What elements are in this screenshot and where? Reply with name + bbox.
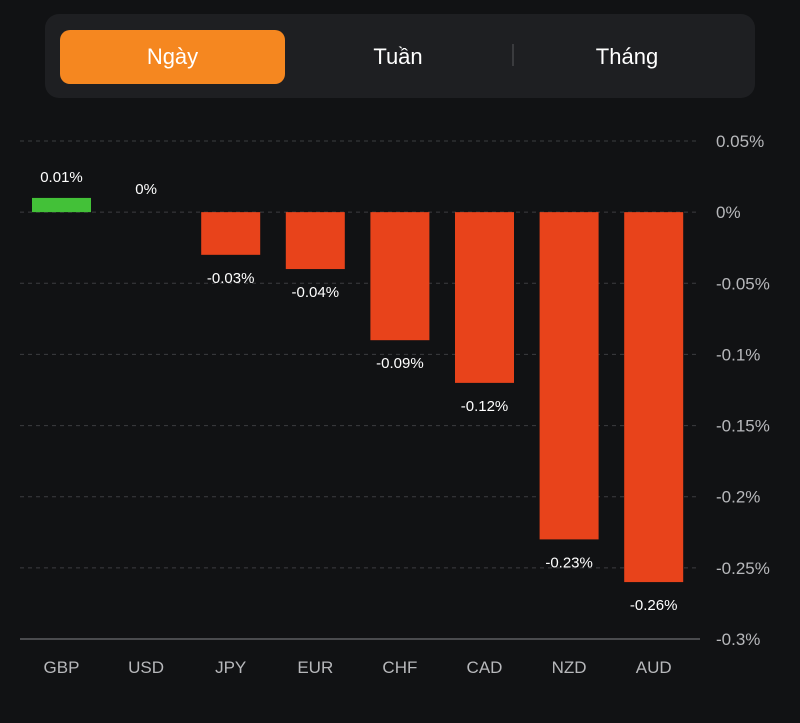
x-tick-label: EUR: [297, 658, 333, 677]
bar-nzd: [539, 212, 599, 540]
period-segmented-control: Ngày Tuần Tháng: [45, 14, 755, 98]
data-label-usd: 0%: [135, 181, 157, 198]
data-label-gbp: 0.01%: [40, 169, 83, 186]
y-tick-label: -0.1%: [716, 345, 760, 364]
data-labels: 0.01% 0% -0.03% -0.04% -0.09% -0.12% -0.23% -0.…: [40, 169, 677, 614]
bars: [32, 197, 684, 583]
y-axis-ticks: 0.05% 0% -0.05% -0.1% -0.15% -0.2% -0.25% -0.3%: [716, 132, 770, 649]
x-tick-label: NZD: [552, 658, 587, 677]
data-label-chf: -0.09%: [376, 355, 424, 372]
tab-week[interactable]: Tuần: [373, 44, 423, 69]
x-tick-label: AUD: [636, 658, 672, 677]
data-label-jpy: -0.03%: [207, 270, 255, 287]
y-tick-label: -0.3%: [716, 630, 760, 649]
x-tick-label: CAD: [467, 658, 503, 677]
grid-lines: [20, 140, 700, 640]
y-tick-label: -0.15%: [716, 417, 770, 436]
y-tick-label: -0.05%: [716, 274, 770, 293]
data-label-nzd: -0.23%: [545, 554, 593, 571]
x-tick-label: USD: [128, 658, 164, 677]
x-tick-label: CHF: [382, 658, 417, 677]
x-tick-label: GBP: [44, 658, 80, 677]
tab-separator: [512, 44, 514, 66]
bar-chf: [370, 212, 430, 341]
y-tick-label: -0.25%: [716, 559, 770, 578]
data-label-aud: -0.26%: [630, 597, 678, 614]
bar-aud: [624, 212, 684, 583]
data-label-eur: -0.04%: [292, 284, 340, 301]
y-tick-label: 0%: [716, 203, 741, 222]
x-axis-ticks: GBP USD JPY EUR CHF CAD NZD AUD: [44, 658, 672, 677]
x-tick-label: JPY: [215, 658, 246, 677]
bar-cad: [455, 212, 514, 383]
bar-gbp: [32, 197, 91, 213]
y-tick-label: 0.05%: [716, 132, 764, 151]
tab-month[interactable]: Tháng: [595, 44, 659, 69]
data-label-cad: -0.12%: [461, 398, 509, 415]
bar-eur: [285, 212, 345, 270]
bar-jpy: [201, 212, 261, 255]
tab-day[interactable]: Ngày: [60, 30, 285, 84]
y-tick-label: -0.2%: [716, 488, 760, 507]
